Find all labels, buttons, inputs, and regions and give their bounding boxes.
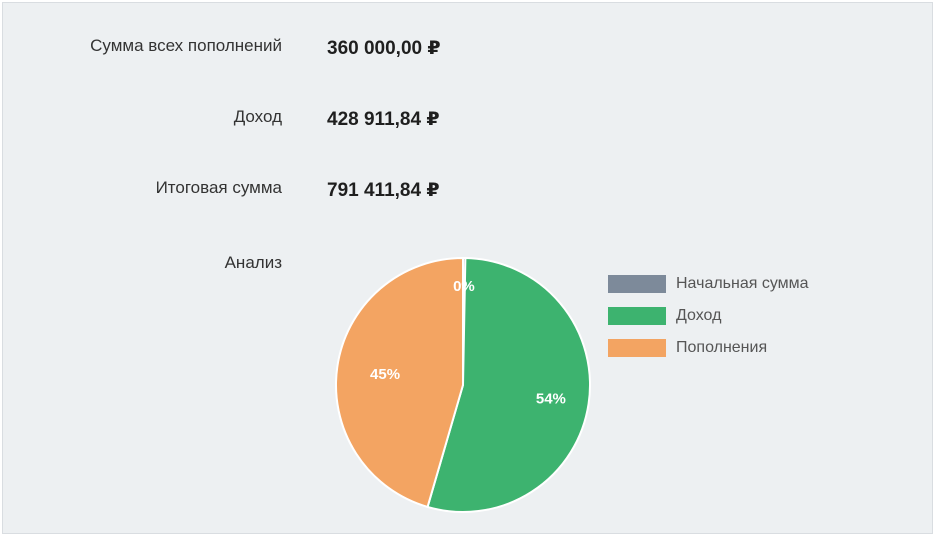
pie-label-initial: 0% (453, 278, 475, 295)
pie-label-deposits: 45% (370, 366, 400, 383)
income-label: Доход (233, 107, 282, 126)
pie-slice-deposits[interactable] (335, 256, 464, 509)
legend-label-initial: Начальная сумма (676, 275, 809, 292)
total-deposits-value: 360 000,00 ₽ (327, 38, 441, 59)
legend-item-income[interactable]: Доход (608, 300, 809, 332)
pie-label-income: 54% (536, 390, 566, 407)
legend-label-income: Доход (676, 307, 722, 324)
final-sum-value: 791 411,84 ₽ (327, 180, 440, 201)
final-sum-label: Итоговая сумма (155, 178, 282, 197)
pie-chart-svg: 0% 54% 45% (335, 256, 591, 513)
analysis-pie-chart: 0% 54% 45% (335, 256, 591, 513)
legend-item-initial[interactable]: Начальная сумма (608, 268, 809, 300)
analysis-label: Анализ (224, 253, 282, 272)
chart-legend: Начальная сумма Доход Пополнения (608, 268, 809, 364)
pie-slice-income[interactable] (426, 257, 591, 513)
income-value: 428 911,84 ₽ (327, 109, 440, 130)
legend-swatch-initial (608, 275, 666, 293)
legend-item-deposits[interactable]: Пополнения (608, 332, 809, 364)
legend-swatch-deposits (608, 339, 666, 357)
total-deposits-label: Сумма всех пополнений (90, 36, 282, 55)
legend-swatch-income (608, 307, 666, 325)
legend-label-deposits: Пополнения (676, 339, 768, 356)
